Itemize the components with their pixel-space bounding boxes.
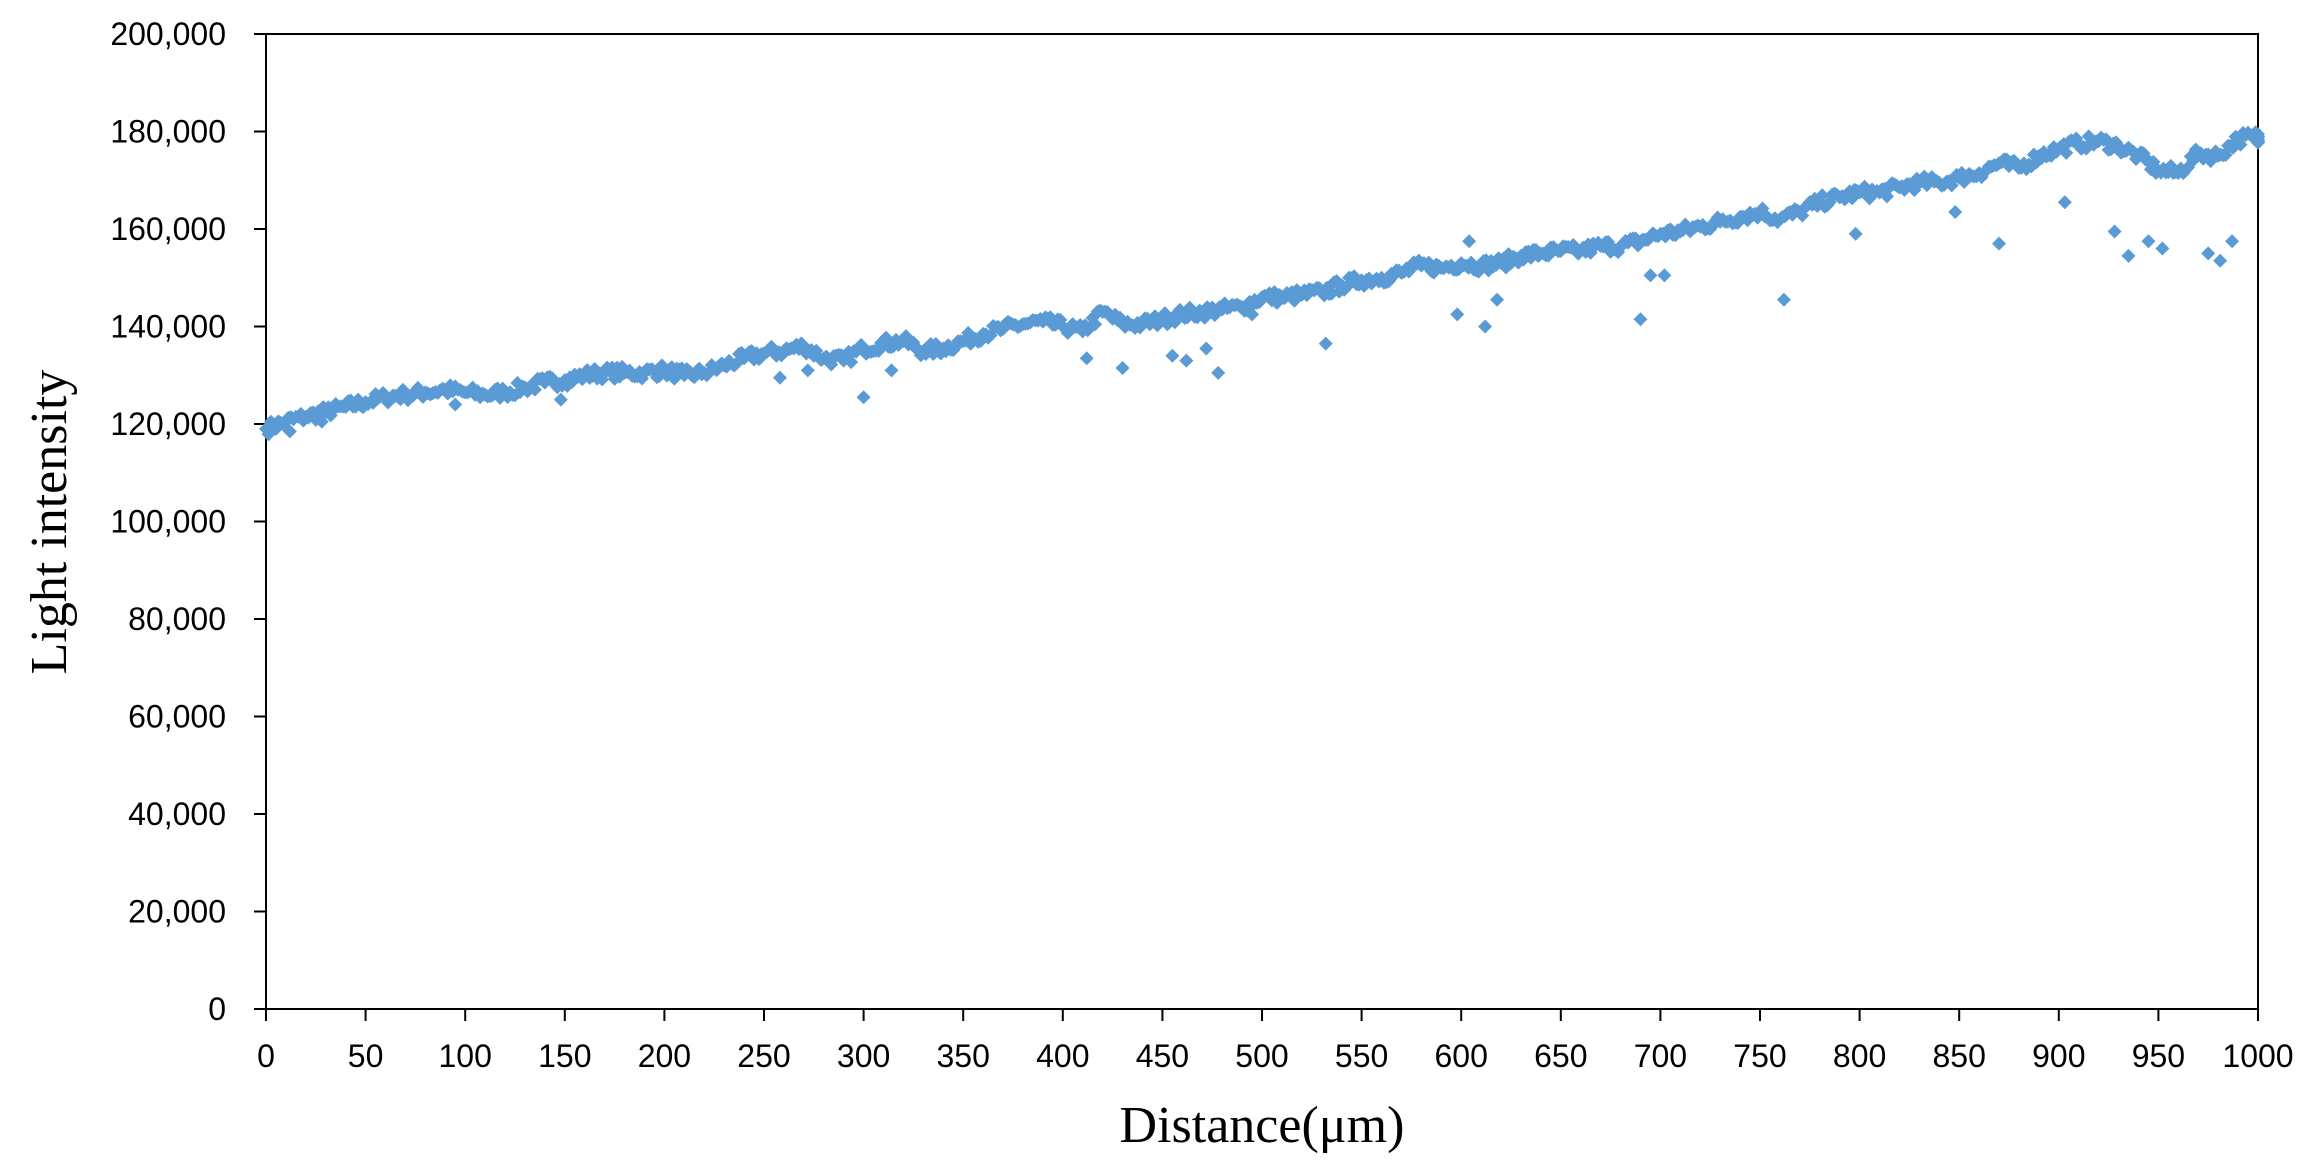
data-points <box>259 125 2265 442</box>
x-tick-label: 700 <box>1634 1038 1687 1074</box>
x-tick-label: 0 <box>257 1038 275 1074</box>
x-tick-label: 300 <box>837 1038 890 1074</box>
data-point <box>884 363 899 378</box>
data-point <box>2225 234 2240 249</box>
y-tick-label: 40,000 <box>128 796 226 832</box>
x-tick-label: 50 <box>348 1038 384 1074</box>
data-point <box>1179 353 1194 368</box>
data-point <box>314 414 329 429</box>
data-point <box>1115 360 1130 375</box>
x-tick-label: 750 <box>1733 1038 1786 1074</box>
data-point <box>553 392 568 407</box>
y-tick-label: 0 <box>208 991 226 1027</box>
data-point <box>772 370 787 385</box>
data-point <box>2036 144 2051 159</box>
data-point <box>2059 145 2074 160</box>
data-point <box>1165 348 1180 363</box>
data-point <box>527 382 542 397</box>
data-point <box>2121 248 2136 263</box>
x-tick-label: 650 <box>1534 1038 1587 1074</box>
data-point <box>1211 365 1226 380</box>
data-point <box>1523 250 1538 265</box>
data-point <box>2155 241 2170 256</box>
data-point <box>1199 341 1214 356</box>
data-point <box>856 390 871 405</box>
x-tick-label: 500 <box>1235 1038 1288 1074</box>
y-tick-label: 160,000 <box>110 211 226 247</box>
data-point <box>1848 226 1863 241</box>
data-point <box>844 355 859 370</box>
data-point <box>2213 253 2228 268</box>
x-tick-label: 900 <box>2032 1038 2085 1074</box>
x-tick-label: 200 <box>638 1038 691 1074</box>
y-tick-label: 60,000 <box>128 699 226 735</box>
y-tick-label: 120,000 <box>110 406 226 442</box>
y-tick-label: 100,000 <box>110 504 226 540</box>
y-tick-label: 200,000 <box>110 16 226 52</box>
x-tick-label: 950 <box>2132 1038 2185 1074</box>
data-point <box>2233 137 2248 152</box>
data-point <box>2107 224 2122 239</box>
data-point <box>2141 234 2156 249</box>
data-point <box>1516 252 1531 267</box>
data-point <box>1776 292 1791 307</box>
data-point <box>1948 204 1963 219</box>
x-tick-label: 550 <box>1335 1038 1388 1074</box>
x-tick-label: 450 <box>1136 1038 1189 1074</box>
data-point <box>448 397 463 412</box>
x-tick-label: 400 <box>1036 1038 1089 1074</box>
data-point <box>1079 351 1094 366</box>
data-point <box>1633 312 1648 327</box>
data-point <box>1657 268 1672 283</box>
data-point <box>1462 234 1477 249</box>
x-tick-label: 150 <box>538 1038 591 1074</box>
x-tick-label: 800 <box>1833 1038 1886 1074</box>
x-tick-label: 850 <box>1933 1038 1986 1074</box>
data-point <box>1490 292 1505 307</box>
data-point <box>2057 195 2072 210</box>
data-point <box>1245 307 1260 322</box>
x-tick-label: 600 <box>1435 1038 1488 1074</box>
y-tick-label: 140,000 <box>110 309 226 345</box>
x-axis-title: Distance(μm) <box>1120 1097 1405 1154</box>
data-point <box>1478 319 1493 334</box>
y-tick-label: 20,000 <box>128 894 226 930</box>
x-tick-label: 350 <box>937 1038 990 1074</box>
x-tick-label: 250 <box>737 1038 790 1074</box>
x-tick-label: 100 <box>439 1038 492 1074</box>
data-point <box>1992 236 2007 251</box>
y-axis-ticks: 0 20,000 40,000 60,000 80,000 100,000 120,000 1… <box>110 16 266 1027</box>
data-point <box>282 424 297 439</box>
data-point <box>2251 134 2265 149</box>
y-axis-title: Light intensity <box>21 370 78 675</box>
data-point <box>2201 246 2216 261</box>
x-tick-label: 1000 <box>2222 1038 2293 1074</box>
data-point <box>800 363 815 378</box>
y-tick-label: 180,000 <box>110 114 226 150</box>
data-point <box>500 390 515 405</box>
data-point <box>1318 336 1333 351</box>
y-tick-label: 80,000 <box>128 601 226 637</box>
data-point <box>1088 317 1103 332</box>
data-point <box>1450 307 1465 322</box>
data-point <box>1815 188 1830 203</box>
x-axis-ticks: 0 50 100 150 200 250 300 350 400 450 500 550 600 650 7… <box>257 1009 2294 1074</box>
data-point <box>1643 268 1658 283</box>
